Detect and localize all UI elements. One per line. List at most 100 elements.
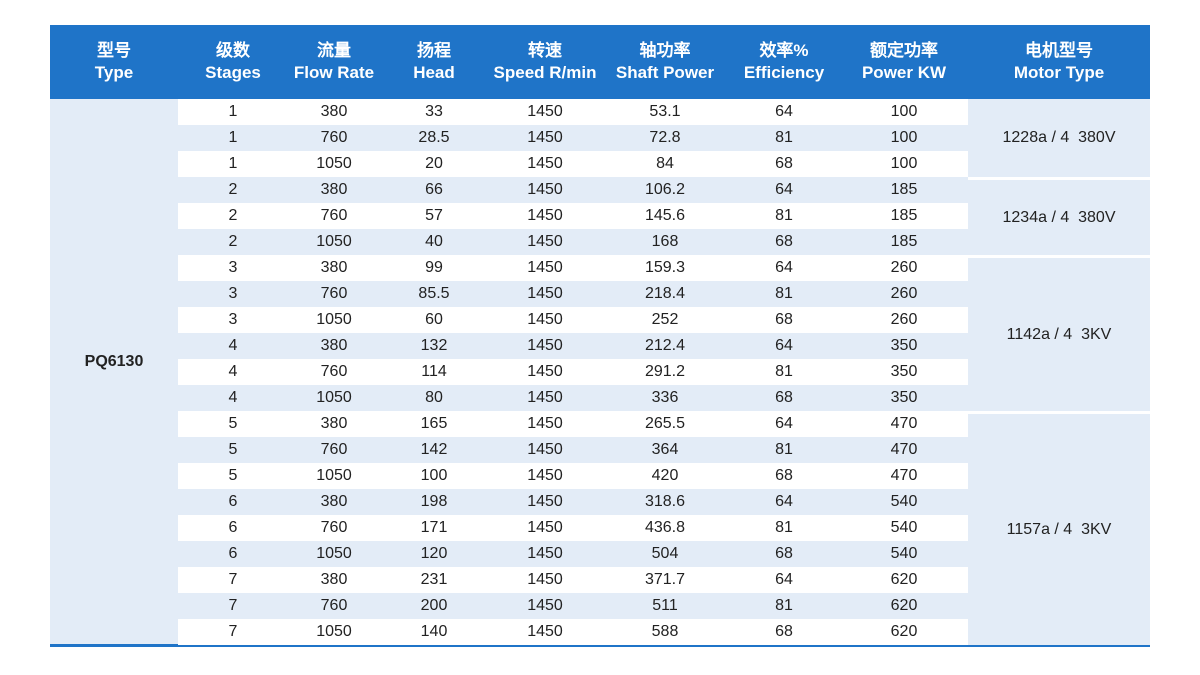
data-cell: 68 <box>775 389 793 406</box>
data-cell: 350 <box>890 337 918 354</box>
header-en: Flow Rate <box>293 63 375 82</box>
data-cell: 64 <box>775 259 793 276</box>
data-cell: 380 <box>320 571 348 588</box>
header-en: Head <box>413 63 455 82</box>
data-cell: 100 <box>890 103 918 120</box>
data-cell: 436.8 <box>644 519 686 536</box>
header-cell: 额定功率 Power KW <box>840 25 968 99</box>
data-cell: 540 <box>890 545 918 562</box>
data-cell: 159.3 <box>644 259 686 276</box>
header-cell: 型号 Type <box>50 25 178 99</box>
data-cell: 132 <box>420 337 448 354</box>
data-cell: 185 <box>890 207 918 224</box>
data-cell: 68 <box>775 233 793 250</box>
motor-type: 1228a / 4 380V <box>968 99 1150 177</box>
header-zh: 转速 <box>528 41 562 60</box>
data-cell: 620 <box>890 571 918 588</box>
data-cell: 142 <box>420 441 448 458</box>
data-cell: 5 <box>228 467 238 484</box>
data-cell: 380 <box>320 259 348 276</box>
data-cell: 265.5 <box>644 415 686 432</box>
data-cell: 68 <box>775 467 793 484</box>
row-bg <box>178 255 968 281</box>
data-cell: 1450 <box>527 207 563 224</box>
row-bg <box>178 125 968 151</box>
data-cell: 380 <box>320 337 348 354</box>
data-cell: 540 <box>890 519 918 536</box>
data-cell: 1450 <box>527 129 563 146</box>
data-cell: 85.5 <box>418 285 450 302</box>
data-cell: 60 <box>425 311 443 328</box>
header-en: Shaft Power <box>615 63 715 82</box>
data-cell: 760 <box>320 441 348 458</box>
data-cell: 20 <box>425 155 443 172</box>
row-bg <box>178 593 968 619</box>
row-bg <box>178 281 968 307</box>
header-zh: 额定功率 <box>870 41 938 60</box>
data-cell: 185 <box>890 233 918 250</box>
data-cell: 260 <box>890 285 918 302</box>
data-cell: 2 <box>228 181 238 198</box>
data-cell: 1050 <box>316 233 352 250</box>
data-cell: 33 <box>425 103 443 120</box>
header-cell: 扬程 Head <box>380 25 488 99</box>
data-cell: 185 <box>890 181 918 198</box>
data-cell: 380 <box>320 415 348 432</box>
data-cell: 1 <box>228 103 238 120</box>
header-zh: 流量 <box>317 41 351 60</box>
data-cell: 760 <box>320 519 348 536</box>
data-cell: 218.4 <box>644 285 686 302</box>
row-bg <box>178 463 968 489</box>
data-cell: 620 <box>890 597 918 614</box>
header-zh: 型号 <box>97 41 131 60</box>
data-cell: 420 <box>651 467 679 484</box>
motor-type: 1142a / 4 3KV <box>968 258 1150 411</box>
data-cell: 760 <box>320 207 348 224</box>
data-cell: 380 <box>320 103 348 120</box>
data-cell: 3 <box>228 259 238 276</box>
data-cell: 5 <box>228 415 238 432</box>
data-cell: 66 <box>425 181 443 198</box>
header-en: Speed R/min <box>493 63 597 82</box>
data-cell: 145.6 <box>644 207 686 224</box>
data-cell: 168 <box>651 233 679 250</box>
header-cell: 级数 Stages <box>178 25 288 99</box>
data-cell: 470 <box>890 467 918 484</box>
data-cell: 3 <box>228 311 238 328</box>
data-cell: 1450 <box>527 233 563 250</box>
data-cell: 64 <box>775 571 793 588</box>
data-cell: 760 <box>320 597 348 614</box>
data-cell: 1050 <box>316 545 352 562</box>
data-cell: 291.2 <box>644 363 686 380</box>
data-cell: 1 <box>228 129 238 146</box>
data-cell: 380 <box>320 181 348 198</box>
data-cell: 7 <box>228 623 238 640</box>
data-cell: 140 <box>420 623 448 640</box>
data-cell: 1450 <box>527 597 563 614</box>
data-cell: 1450 <box>527 259 563 276</box>
data-cell: 68 <box>775 623 793 640</box>
row-bg <box>178 541 968 567</box>
model-type: PQ6130 <box>84 353 144 370</box>
header-cell: 流量 Flow Rate <box>288 25 380 99</box>
row-bg <box>178 489 968 515</box>
row-bg <box>178 515 968 541</box>
data-cell: 1450 <box>527 571 563 588</box>
data-cell: 81 <box>775 285 793 302</box>
data-cell: 350 <box>890 389 918 406</box>
data-cell: 64 <box>775 493 793 510</box>
data-cell: 1050 <box>316 155 352 172</box>
data-cell: 336 <box>651 389 679 406</box>
data-cell: 1450 <box>527 103 563 120</box>
data-cell: 1450 <box>527 493 563 510</box>
data-cell: 2 <box>228 207 238 224</box>
data-cell: 100 <box>890 129 918 146</box>
data-cell: 470 <box>890 415 918 432</box>
header-cell: 轴功率 Shaft Power <box>602 25 728 99</box>
data-cell: 371.7 <box>644 571 686 588</box>
row-bg <box>178 437 968 463</box>
data-cell: 114 <box>421 363 447 380</box>
data-cell: 68 <box>775 311 793 328</box>
data-cell: 1450 <box>527 155 563 172</box>
